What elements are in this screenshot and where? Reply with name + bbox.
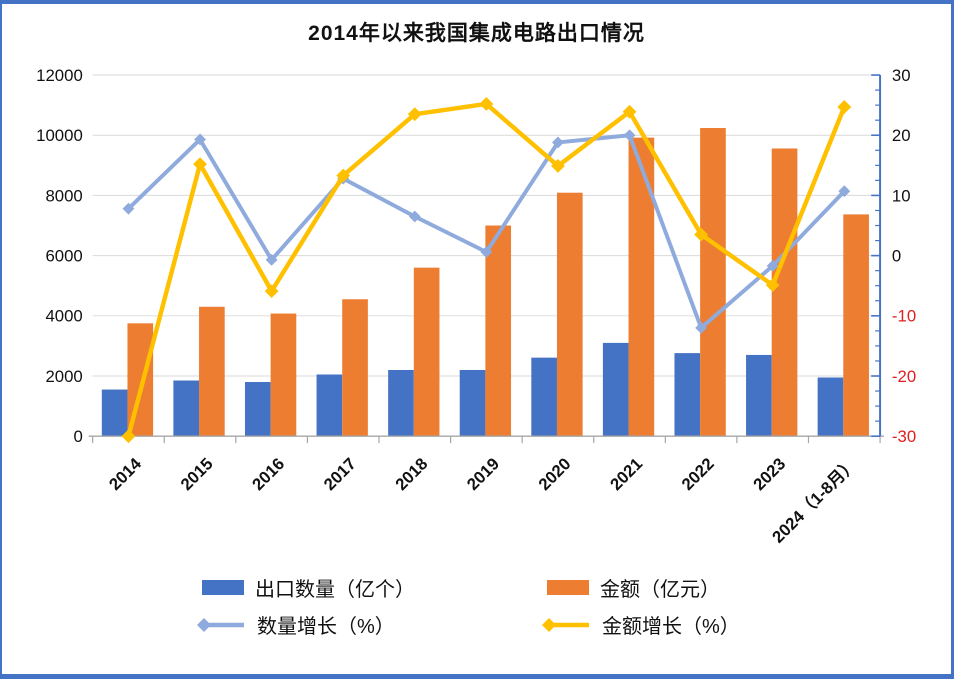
- line-marker-diamond: [623, 129, 636, 142]
- right-axis-label: 30: [892, 66, 911, 85]
- line-marker-diamond: [838, 185, 851, 198]
- line-marker-diamond: [264, 284, 279, 299]
- x-axis-label: 2022: [678, 454, 718, 494]
- x-axis-label: 2017: [320, 454, 360, 494]
- legend-diamond: [542, 617, 556, 632]
- quantity-bar: [173, 380, 200, 437]
- line-marker-diamond: [336, 168, 351, 183]
- line-marker-diamond: [837, 100, 852, 114]
- left-axis-label: 0: [73, 427, 82, 446]
- quantity-bar: [244, 382, 271, 437]
- left-axis-label: 6000: [45, 247, 82, 266]
- quantity-bar: [602, 342, 629, 437]
- x-axis-label: 2015: [177, 454, 217, 494]
- left-axis-label: 10000: [36, 126, 83, 145]
- right-axis-label: -20: [892, 367, 916, 386]
- left-axis-label: 4000: [45, 307, 82, 326]
- amount-bar: [342, 299, 368, 437]
- left-axis-label: 2000: [45, 367, 82, 386]
- legend-item-quantity-growth: 数量增长（%）: [194, 610, 395, 639]
- amount-bar: [199, 306, 225, 437]
- legend-item-export-quantity: 出口数量（亿个）: [202, 573, 415, 602]
- amount-bar: [628, 137, 655, 437]
- quantity-bar: [746, 354, 772, 437]
- legend-item-amount: 金额（亿元）: [547, 573, 720, 602]
- amount-growth-line-swatch-icon: [542, 617, 589, 632]
- amount-bar: [771, 148, 798, 437]
- line-marker-diamond: [765, 278, 780, 293]
- right-axis-label: -10: [892, 307, 916, 326]
- quantity-bar: [101, 389, 128, 437]
- amount-bar: [270, 313, 297, 437]
- legend-label-export-quantity: 出口数量（亿个）: [255, 579, 415, 601]
- line-marker-diamond: [694, 227, 709, 242]
- right-axis-label: 0: [892, 247, 901, 266]
- legend-label-amount-growth: 金额增长（%）: [602, 616, 740, 638]
- line-marker-diamond: [766, 259, 779, 272]
- line-marker-diamond: [408, 210, 421, 223]
- legend-item-amount-growth: 金额增长（%）: [539, 610, 740, 639]
- quantity-bar: [817, 377, 844, 437]
- left-axis-label: 12000: [36, 66, 83, 85]
- line-marker-diamond: [121, 429, 136, 444]
- right-axis-label: 20: [892, 126, 911, 145]
- amount-bar-swatch-icon: [547, 580, 589, 595]
- line-marker-diamond: [122, 202, 135, 215]
- x-axis-label: 2019: [463, 454, 503, 494]
- amount-bar: [556, 192, 583, 437]
- x-axis-label: 2014: [105, 454, 145, 494]
- x-axis-label: 2018: [392, 454, 432, 494]
- line-marker-diamond: [193, 157, 207, 172]
- chart-canvas: 0 2000 4000 6000 8000 10000 12000 -30 -20 -10 0 10 2…: [36, 66, 916, 547]
- line-marker-diamond: [479, 97, 494, 111]
- right-axis-label: 10: [892, 186, 911, 205]
- line-marker-diamond: [480, 246, 493, 258]
- quantity-bar-swatch-icon: [202, 580, 244, 595]
- x-axis-label: 2016: [248, 454, 288, 494]
- quantity-bar: [388, 369, 414, 437]
- quantity-bar: [459, 369, 486, 437]
- amount-bar: [413, 267, 440, 437]
- quantity-bar: [674, 353, 701, 437]
- right-axis-label: -30: [892, 427, 916, 446]
- x-axis-label: 2020: [535, 454, 575, 494]
- line-marker-diamond: [551, 159, 565, 173]
- legend-label-quantity-growth: 数量增长（%）: [257, 616, 395, 638]
- line-marker-diamond: [622, 104, 637, 119]
- legend-label-amount: 金额（亿元）: [600, 579, 720, 601]
- line-marker-diamond: [194, 133, 206, 146]
- left-axis-label: 8000: [45, 186, 82, 205]
- quantity-bar: [316, 374, 343, 437]
- amount-bar: [700, 128, 726, 437]
- quantity-bar: [531, 357, 557, 437]
- x-axis-label: 2023: [750, 454, 790, 494]
- amount-bar: [843, 214, 869, 437]
- line-marker-diamond: [265, 253, 278, 266]
- legend-diamond: [197, 617, 211, 632]
- x-axis-label: 2021: [606, 454, 646, 494]
- quantity-growth-line-swatch-icon: [197, 617, 244, 632]
- chart-title: 2014年以来我国集成电路出口情况: [308, 22, 645, 45]
- amount-bar: [485, 225, 512, 437]
